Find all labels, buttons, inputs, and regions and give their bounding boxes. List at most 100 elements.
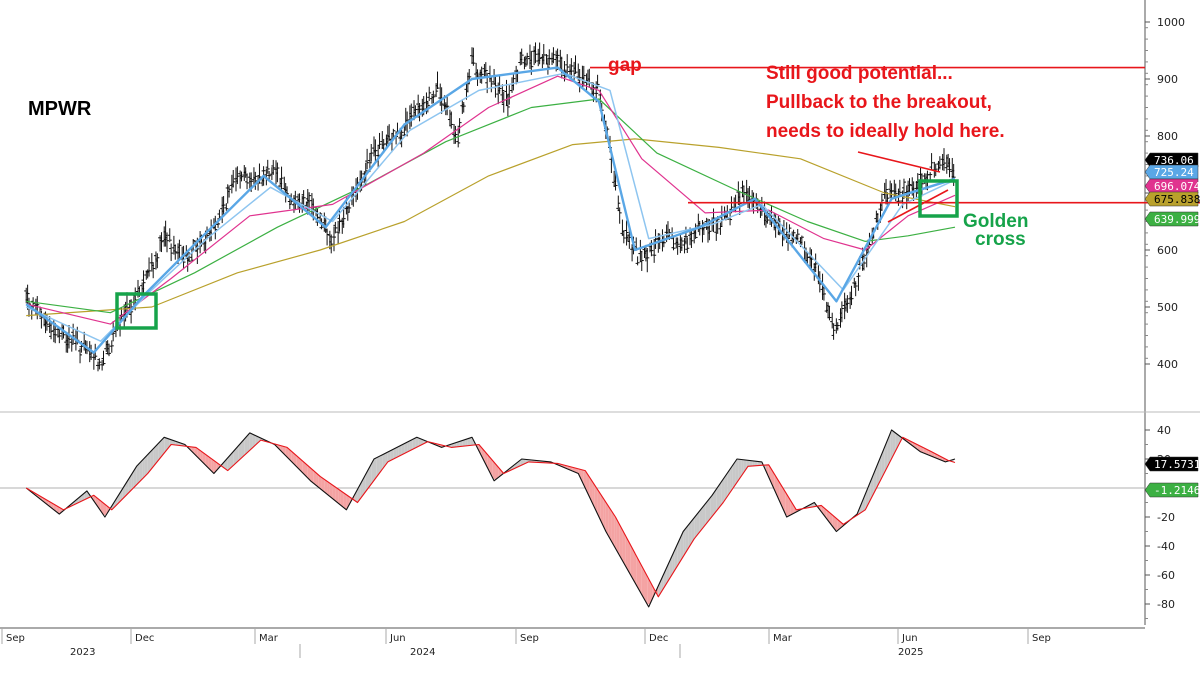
macd-histogram-fill <box>368 464 372 488</box>
x-month-label: Dec <box>135 633 154 644</box>
price-bar <box>373 139 378 163</box>
price-bar <box>813 253 818 273</box>
macd-histogram-fill <box>757 461 761 466</box>
macd-histogram-fill <box>120 488 123 502</box>
moving-averages <box>25 66 956 354</box>
macd-histogram-fill <box>589 476 593 503</box>
macd-histogram-fill <box>683 528 686 557</box>
price-bar <box>827 305 832 321</box>
macd-histogram-fill <box>412 437 416 450</box>
macd-histogram-fill <box>249 432 253 451</box>
price-bar <box>239 171 244 182</box>
macd-tick-label: 40 <box>1157 424 1171 437</box>
price-tag: 639.9992 <box>1144 211 1200 227</box>
macd-histogram-fill <box>150 448 154 471</box>
price-bar <box>613 172 618 191</box>
price-bar <box>573 55 578 74</box>
x-month-label: Jun <box>901 633 918 644</box>
macd-histogram-fill <box>680 531 684 562</box>
macd-histogram-fill <box>625 535 628 571</box>
macd-histogram-fill <box>782 487 786 514</box>
price-bar <box>635 256 640 266</box>
macd-histogram-fill <box>619 524 623 561</box>
price-bar <box>679 237 684 251</box>
macd-histogram-fill <box>233 448 236 466</box>
macd-histogram-fill <box>749 460 753 467</box>
macd-histogram-fill <box>608 506 612 542</box>
macd-histogram-fill <box>724 473 728 501</box>
y-tick-label: 800 <box>1157 130 1178 143</box>
price-bar <box>345 205 350 221</box>
price-bar <box>341 206 346 228</box>
price-bar <box>164 232 169 253</box>
macd-histogram-fill <box>708 496 711 522</box>
macd-histogram-fill <box>164 437 167 454</box>
macd-histogram-fill <box>456 441 460 447</box>
macd-tag-value: 17.5731 <box>1154 458 1200 471</box>
x-month-label: Mar <box>259 633 279 644</box>
price-tag-value: 696.0748 <box>1154 180 1200 193</box>
price-tag: 725.24 <box>1144 164 1199 180</box>
price-bar <box>942 148 946 171</box>
macd-histogram-fill <box>401 443 405 455</box>
macd-panel: 4020-20-40-60-80 17.5731-1.2146 <box>0 411 1200 619</box>
price-tag-box <box>1144 164 1199 180</box>
price-bar <box>565 54 570 77</box>
macd-histogram-fill <box>205 454 209 468</box>
price-bar <box>519 48 524 65</box>
price-tag-box <box>1144 191 1199 207</box>
macd-histogram-fill <box>677 537 681 566</box>
macd-histogram-fill <box>765 464 769 478</box>
golden-cross-box-2023 <box>115 292 158 330</box>
macd-histogram-fill <box>354 489 358 503</box>
price-bar <box>391 128 396 139</box>
price-bar <box>653 229 658 249</box>
price-tag-value: 725.24 <box>1154 166 1194 179</box>
macd-histogram-fill <box>459 440 463 447</box>
price-bar <box>57 327 62 344</box>
x-month-label: Sep <box>6 633 25 644</box>
note-line-1: Still good potential... <box>766 63 953 84</box>
macd-histogram-fill <box>340 490 344 508</box>
price-bar <box>235 166 240 185</box>
macd-histogram-fill <box>117 492 121 505</box>
macd-histogram-fill <box>721 477 725 505</box>
price-bar <box>177 239 182 259</box>
price-bar <box>861 253 866 271</box>
price-tag-box <box>1144 211 1199 227</box>
macd-histogram-fill <box>133 466 137 488</box>
y-tick-label: 500 <box>1157 301 1178 314</box>
macd-histogram-fill <box>404 442 408 454</box>
price-bar <box>483 62 488 77</box>
price-bar <box>109 340 114 353</box>
macd-histogram-fill <box>898 435 902 446</box>
price-bar <box>315 207 320 226</box>
macd-histogram-fill <box>332 485 336 501</box>
macd-histogram-fill <box>727 469 731 497</box>
macd-histogram-fill <box>520 459 524 466</box>
macd-histogram-fill <box>495 463 499 480</box>
price-bar <box>413 105 418 118</box>
price-bar <box>333 221 338 234</box>
price-bar <box>336 220 341 245</box>
macd-histogram-fill <box>887 433 891 467</box>
price-bar <box>831 323 836 340</box>
price-bar <box>431 90 436 104</box>
x-month-label: Sep <box>520 633 539 644</box>
x-year-label: 2023 <box>70 647 95 658</box>
price-bar <box>856 272 861 291</box>
macd-histogram-fill <box>310 467 314 483</box>
macd-histogram-fill <box>390 449 394 461</box>
macd-histogram-fill <box>338 488 341 506</box>
macd-histogram-fill <box>280 445 283 453</box>
macd-histogram-fill <box>834 517 838 531</box>
macd-histogram-fill <box>202 452 206 466</box>
price-bar <box>417 102 422 122</box>
cross-label: cross <box>975 229 1026 250</box>
macd-histogram-fill <box>636 555 639 590</box>
price-bar <box>533 42 538 64</box>
macd-histogram-fill <box>288 448 292 462</box>
macd-histogram-fill <box>685 524 689 553</box>
